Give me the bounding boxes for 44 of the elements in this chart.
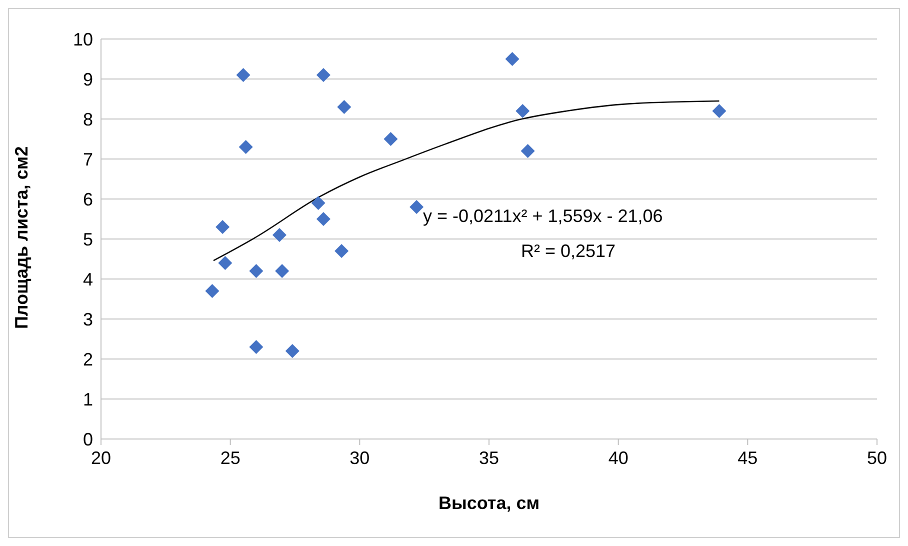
annotation: R² = 0,2517	[521, 241, 616, 262]
y-tick-label: 6	[82, 189, 93, 210]
point	[311, 196, 326, 210]
point	[272, 228, 286, 242]
y-axis-title: Площадь листа, см2	[11, 146, 32, 329]
point	[337, 100, 352, 114]
point	[516, 104, 530, 118]
point	[384, 132, 398, 146]
y-tick-label: 7	[82, 149, 93, 170]
point	[505, 52, 520, 66]
point	[205, 284, 220, 298]
x-tick-label: 40	[608, 448, 628, 468]
x-tick-label: 45	[738, 448, 758, 468]
point	[316, 68, 330, 82]
x-tick-label: 30	[350, 448, 370, 468]
x-tick-label: 50	[866, 448, 888, 468]
point	[275, 264, 290, 278]
y-tick-label: 5	[82, 229, 93, 250]
line-series	[212, 100, 720, 262]
point	[236, 68, 250, 82]
point	[285, 344, 300, 358]
point	[249, 340, 264, 354]
y-tick-label: 4	[82, 269, 93, 290]
point	[216, 220, 230, 234]
x-tick-label: 20	[90, 448, 112, 468]
x-tick-label: 25	[220, 448, 240, 468]
x-axis-title: Высота, см	[438, 493, 540, 513]
point	[520, 144, 535, 158]
y-tick-label: 8	[82, 109, 93, 130]
annotation: y = -0,0211x² + 1,559x - 21,06	[423, 206, 663, 227]
point	[238, 140, 253, 154]
point	[410, 200, 424, 214]
y-tick-label: 0	[82, 429, 93, 450]
point	[249, 264, 264, 278]
y-tick-label: 9	[82, 69, 93, 90]
y-tick-label: 3	[82, 309, 93, 330]
x-tick-label: 35	[478, 448, 500, 468]
y-tick-label: 2	[82, 349, 93, 370]
point	[316, 212, 330, 226]
y-tick-label: 1	[82, 389, 93, 410]
point	[712, 104, 726, 118]
point	[218, 256, 232, 270]
y-tick-label: 10	[72, 29, 93, 50]
point	[334, 244, 349, 258]
